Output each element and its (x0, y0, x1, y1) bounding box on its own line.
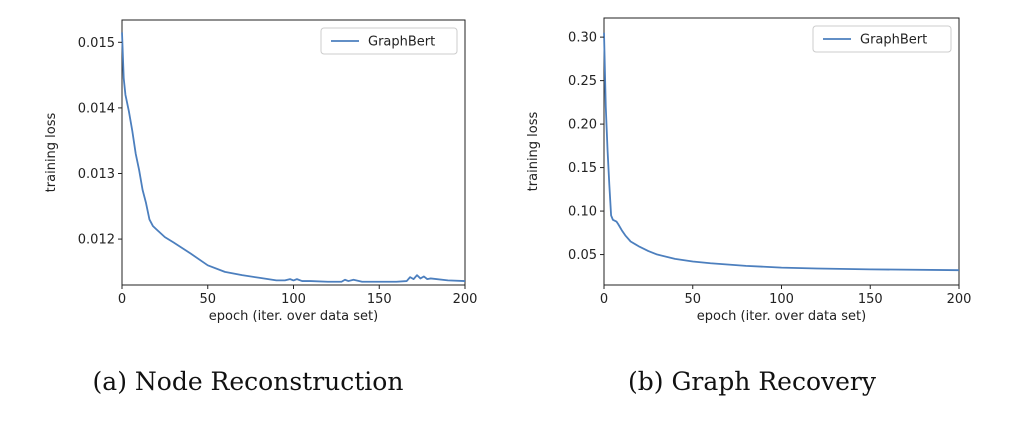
y-tick-label: 0.05 (568, 248, 597, 263)
x-tick-label: 100 (281, 292, 306, 307)
series-line-0 (121, 32, 466, 283)
figure-caption: (a) Node Reconstruction (93, 367, 404, 396)
legend-label: GraphBert (860, 33, 927, 48)
plot-frame (603, 17, 960, 286)
y-tick-label: 0.012 (78, 233, 115, 248)
y-tick-label: 0.014 (78, 101, 115, 116)
x-tick-label: 200 (453, 292, 478, 307)
x-tick-label: 0 (600, 292, 608, 307)
chart-graph-recovery: 0 50 100 150 200 0.05 0.10 0.15 0.20 0.25 0.30 epoc… (526, 17, 972, 396)
x-tick-label: 200 (947, 292, 972, 307)
x-axis-label: epoch (iter. over data set) (209, 309, 378, 324)
series-line-0 (603, 32, 960, 272)
y-axis-label: training loss (526, 111, 541, 191)
x-tick-label: 0 (118, 292, 126, 307)
legend-box (812, 25, 952, 53)
y-tick-label: 0.013 (78, 167, 115, 182)
y-tick-label: 0.015 (78, 36, 115, 51)
y-tick-label: 0.25 (568, 74, 597, 89)
x-axis-label: epoch (iter. over data set) (697, 309, 866, 324)
x-tick-label: 50 (684, 292, 701, 307)
y-tick-label: 0.10 (568, 205, 597, 220)
x-tick-label: 150 (858, 292, 883, 307)
x-tick-label: 50 (199, 292, 216, 307)
y-tick-label: 0.30 (568, 31, 597, 46)
legend-box (320, 27, 458, 55)
plot-frame (121, 19, 466, 286)
figure-caption: (b) Graph Recovery (628, 367, 877, 396)
y-tick-label: 0.20 (568, 118, 597, 133)
legend-label: GraphBert (368, 35, 435, 50)
chart-node-reconstruction: 0 50 100 150 200 0.012 0.013 0.014 0.015 epoch (i… (44, 19, 478, 396)
y-axis-label: training loss (44, 112, 59, 192)
x-tick-label: 100 (769, 292, 794, 307)
x-tick-label: 150 (367, 292, 392, 307)
y-tick-label: 0.15 (568, 161, 597, 176)
